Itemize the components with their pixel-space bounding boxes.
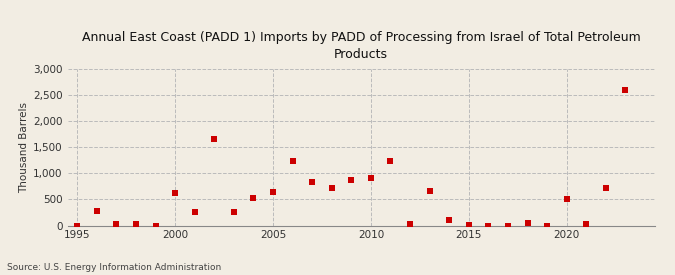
- Point: [287, 159, 298, 163]
- Point: [601, 186, 612, 191]
- Point: [522, 221, 533, 226]
- Point: [150, 223, 161, 228]
- Point: [111, 222, 122, 226]
- Point: [502, 223, 513, 228]
- Point: [346, 177, 356, 182]
- Point: [385, 158, 396, 163]
- Point: [326, 186, 337, 191]
- Point: [209, 137, 220, 142]
- Point: [306, 179, 317, 184]
- Point: [541, 223, 552, 228]
- Point: [130, 222, 141, 226]
- Point: [580, 222, 591, 226]
- Point: [365, 176, 376, 180]
- Point: [404, 222, 415, 227]
- Point: [91, 209, 102, 214]
- Point: [169, 190, 180, 195]
- Text: Source: U.S. Energy Information Administration: Source: U.S. Energy Information Administ…: [7, 263, 221, 272]
- Y-axis label: Thousand Barrels: Thousand Barrels: [19, 102, 29, 192]
- Point: [248, 196, 259, 200]
- Title: Annual East Coast (PADD 1) Imports by PADD of Processing from Israel of Total Pe: Annual East Coast (PADD 1) Imports by PA…: [82, 31, 641, 61]
- Point: [463, 223, 474, 227]
- Point: [228, 210, 239, 215]
- Point: [483, 223, 493, 228]
- Point: [620, 87, 630, 92]
- Point: [443, 218, 454, 222]
- Point: [189, 210, 200, 215]
- Point: [72, 223, 82, 228]
- Point: [561, 197, 572, 201]
- Point: [424, 189, 435, 193]
- Point: [267, 189, 278, 194]
